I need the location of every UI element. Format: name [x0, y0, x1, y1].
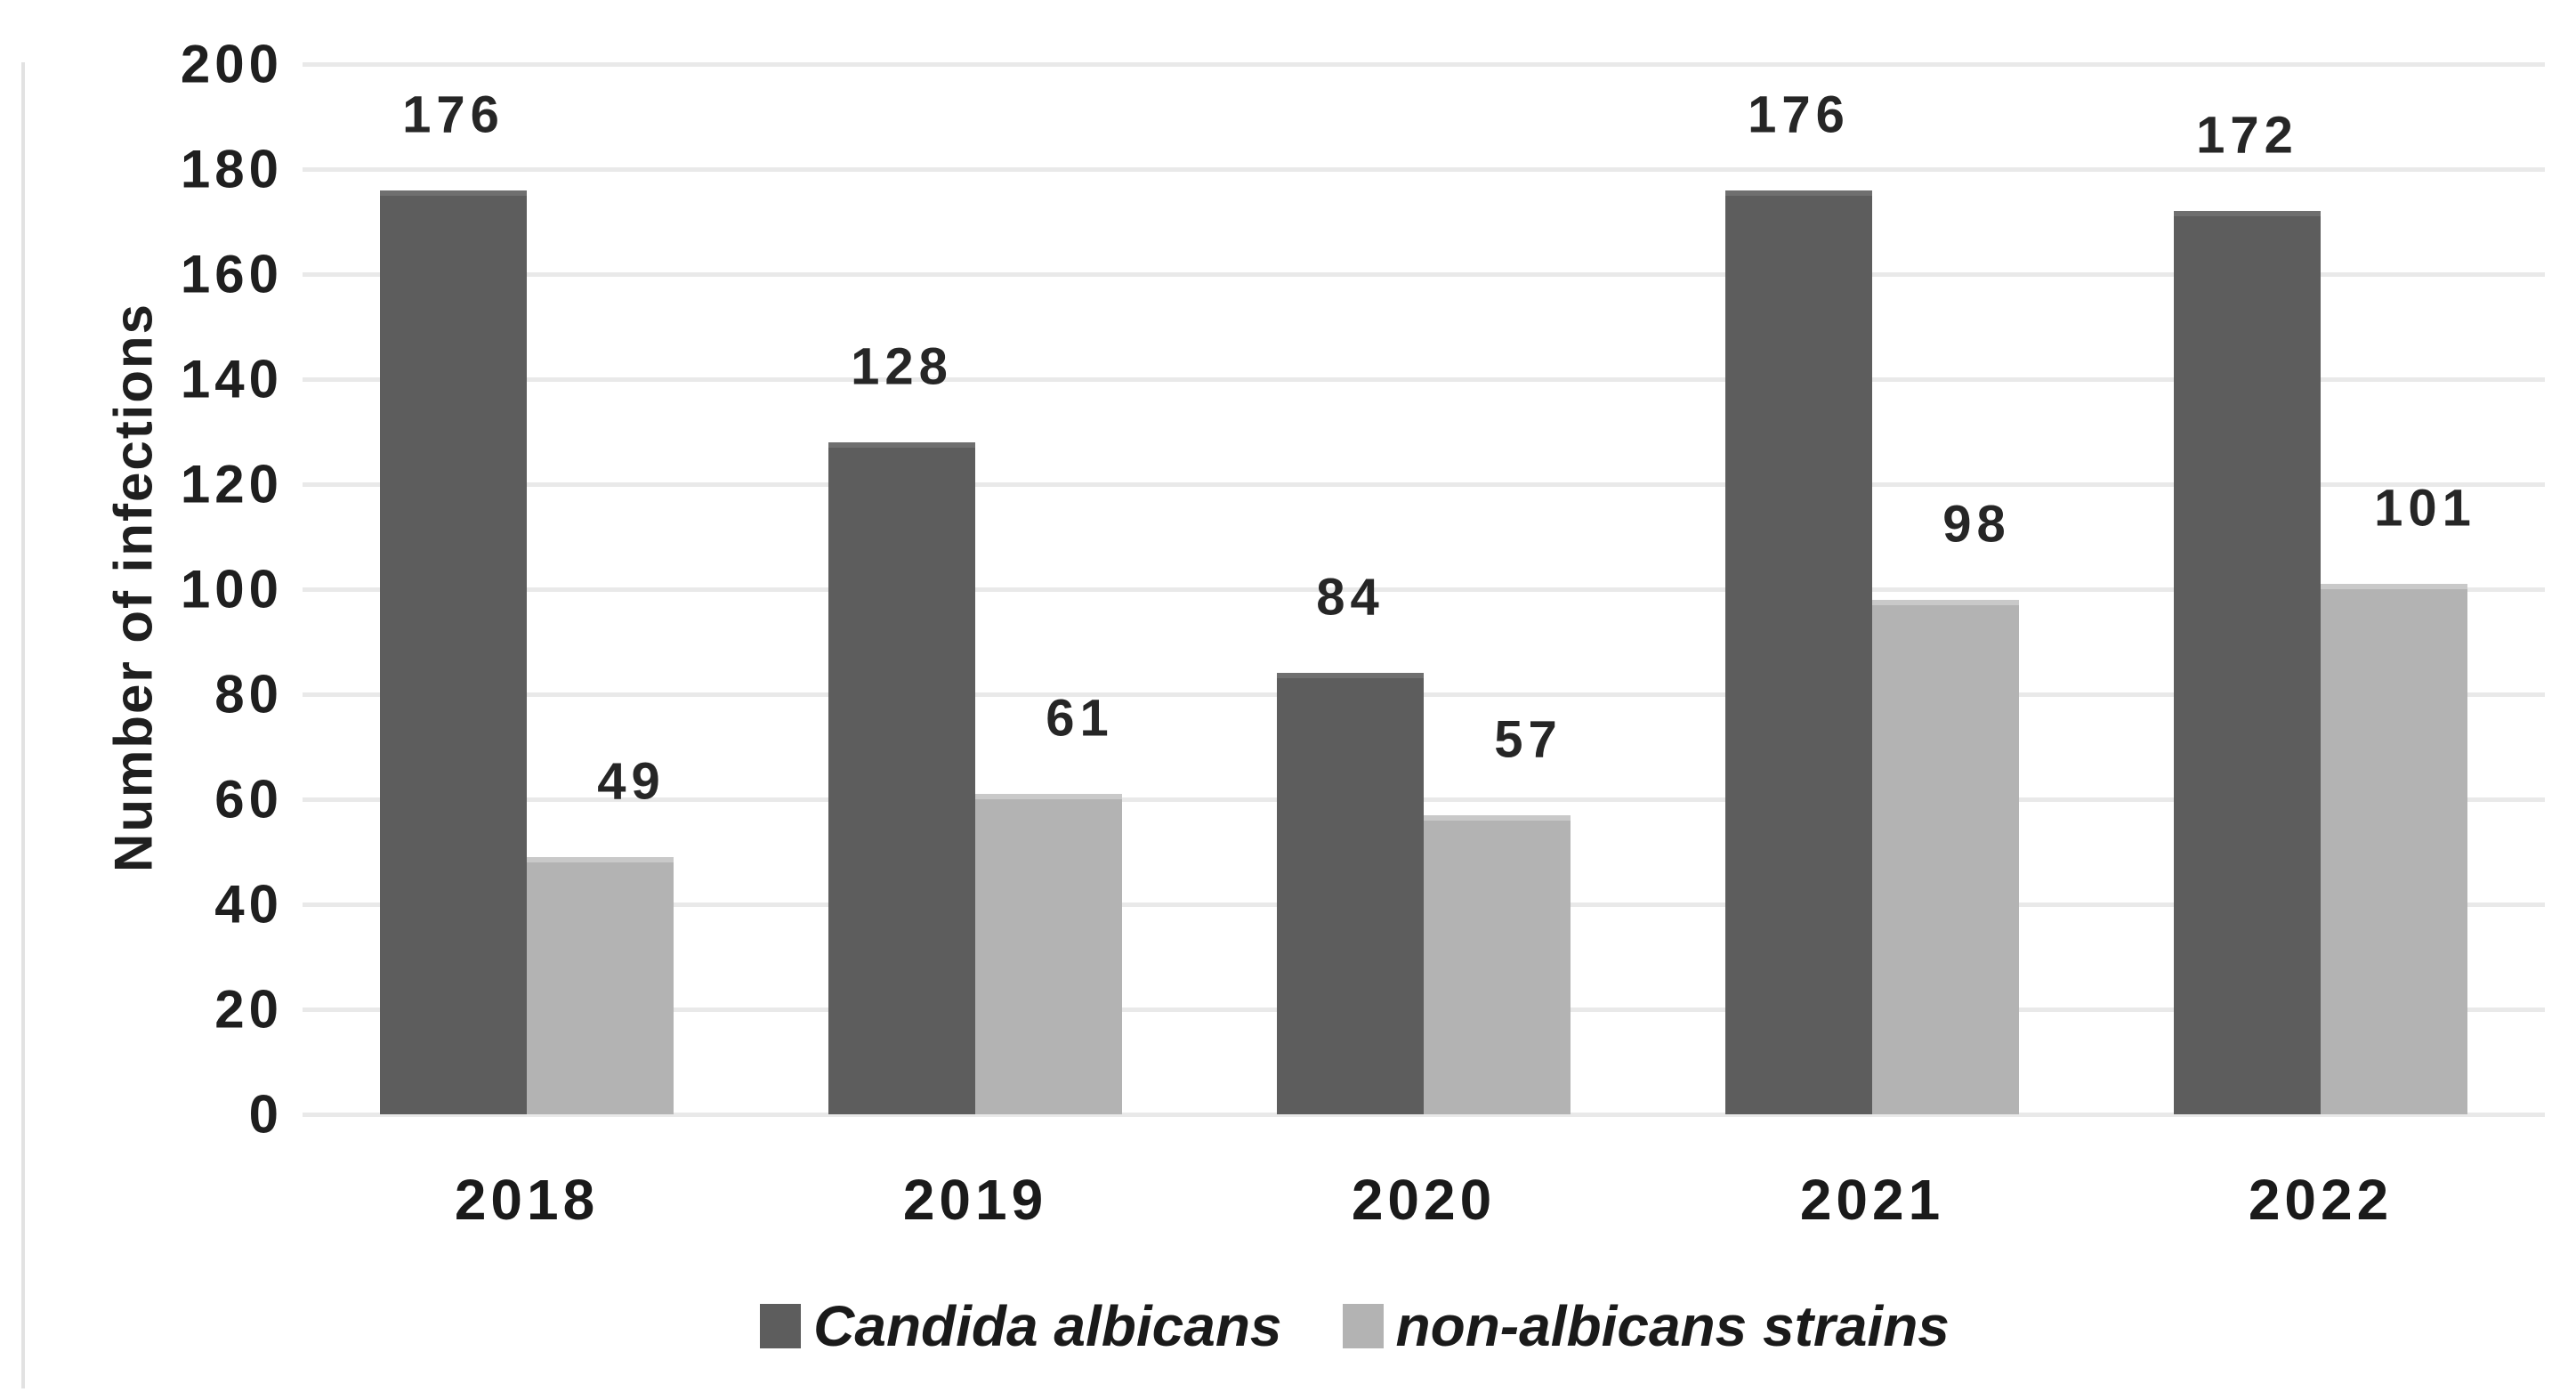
gridline — [303, 587, 2545, 592]
gridline — [303, 482, 2545, 487]
data-label-non-albicans-strains-2018: 49 — [597, 752, 666, 811]
legend: Candida albicans non-albicans strains — [0, 1291, 2576, 1362]
figure-left-edge-line — [21, 62, 25, 1388]
y-tick-label: 0 — [248, 1084, 283, 1145]
y-tick-label: 60 — [214, 769, 283, 830]
x-tick-label: 2018 — [454, 1168, 600, 1232]
y-tick-label: 20 — [214, 979, 283, 1040]
gridline — [303, 692, 2545, 697]
gridline — [303, 797, 2545, 802]
legend-label: Candida albicans — [813, 1294, 1282, 1358]
bar-non-albicans-strains-2019 — [975, 794, 1122, 1114]
legend-item: non-albicans strains — [1342, 1293, 1950, 1359]
x-tick-label: 2022 — [2248, 1168, 2394, 1232]
bar-non-albicans-strains-2018 — [527, 856, 674, 1114]
legend-item: Candida albicans — [760, 1293, 1282, 1359]
y-tick-label: 200 — [180, 34, 283, 94]
gridline — [303, 62, 2545, 67]
data-label-non-albicans-strains-2022: 101 — [2374, 479, 2476, 538]
y-tick-label: 80 — [214, 664, 283, 724]
y-tick-label: 120 — [180, 454, 283, 514]
bar-candida-albicans-2018 — [380, 190, 527, 1114]
bar-candida-albicans-2022 — [2174, 211, 2321, 1114]
data-label-non-albicans-strains-2021: 98 — [1942, 495, 2011, 554]
gridline — [303, 1113, 2545, 1117]
data-label-non-albicans-strains-2020: 57 — [1494, 710, 1563, 769]
gridline — [303, 377, 2545, 382]
bar-candida-albicans-2021 — [1725, 190, 1872, 1114]
data-label-candida-albicans-2022: 172 — [2196, 106, 2298, 165]
data-label-non-albicans-strains-2019: 61 — [1046, 689, 1114, 748]
data-label-candida-albicans-2019: 128 — [851, 337, 953, 396]
bar-non-albicans-strains-2021 — [1872, 599, 2019, 1114]
bar-non-albicans-strains-2022 — [2321, 584, 2467, 1114]
x-tick-label: 2019 — [902, 1168, 1048, 1232]
data-label-candida-albicans-2020: 84 — [1316, 568, 1385, 627]
bar-candida-albicans-2019 — [828, 441, 975, 1114]
bar-candida-albicans-2020 — [1277, 673, 1424, 1114]
gridline — [303, 272, 2545, 277]
legend-label: non-albicans strains — [1395, 1294, 1950, 1358]
legend-swatch — [760, 1304, 802, 1348]
legend-swatch — [1342, 1304, 1384, 1348]
gridline — [303, 167, 2545, 172]
y-tick-label: 100 — [180, 559, 283, 619]
bar-non-albicans-strains-2020 — [1424, 814, 1571, 1114]
y-tick-label: 180 — [180, 139, 283, 199]
y-tick-label: 140 — [180, 349, 283, 409]
y-tick-label: 40 — [214, 874, 283, 935]
x-tick-label: 2021 — [1799, 1168, 1945, 1232]
x-tick-label: 2020 — [1351, 1168, 1497, 1232]
y-tick-label: 160 — [180, 244, 283, 304]
data-label-candida-albicans-2021: 176 — [1748, 85, 1850, 144]
data-label-candida-albicans-2018: 176 — [402, 85, 505, 144]
